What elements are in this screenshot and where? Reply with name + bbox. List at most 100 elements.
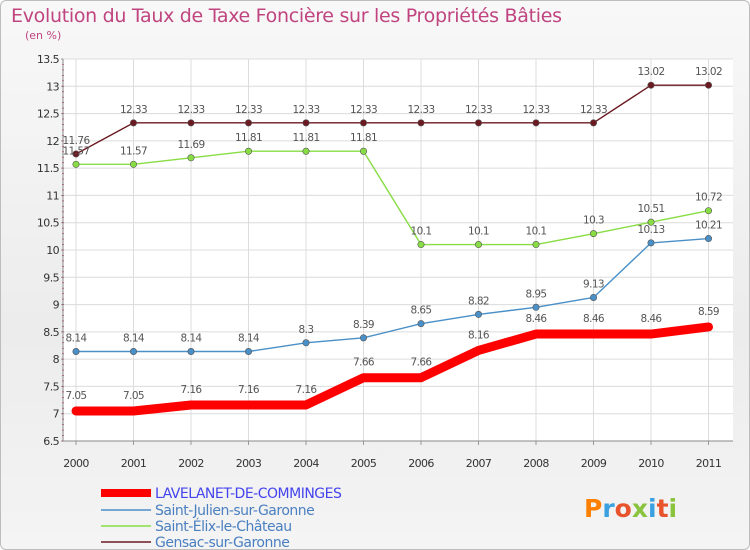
data-label: 12.33 — [465, 104, 492, 116]
data-label: 8.14 — [181, 333, 203, 345]
y-tick-label: 11 — [46, 189, 59, 202]
data-label: 8.65 — [411, 305, 432, 317]
data-point — [72, 160, 80, 168]
data-label: 12.33 — [177, 104, 204, 116]
y-tick-label: 13.5 — [37, 53, 60, 66]
data-label: 10.13 — [637, 224, 664, 236]
data-label: 11.57 — [120, 145, 147, 157]
legend-label: Gensac-sur-Garonne — [155, 535, 289, 549]
data-label: 8.82 — [468, 295, 489, 307]
data-label: 7.05 — [66, 390, 87, 402]
data-point — [187, 154, 195, 162]
proxiti-logo: Proxiti — [584, 494, 677, 523]
y-tick-label: 12.5 — [37, 108, 60, 121]
y-tick-label: 12 — [46, 135, 59, 148]
legend-label: Saint-Élix-le-Château — [155, 518, 292, 535]
data-label: 12.33 — [120, 104, 147, 116]
y-tick-label: 13 — [46, 80, 59, 93]
data-label: 11.81 — [292, 132, 319, 144]
y-tick-label: 8 — [53, 353, 60, 366]
data-point — [647, 218, 655, 226]
data-point — [532, 119, 540, 127]
data-point — [359, 119, 367, 127]
data-point — [130, 160, 138, 168]
y-tick-label: 7.5 — [43, 380, 59, 393]
data-point — [245, 147, 253, 155]
x-tick-label: 2011 — [696, 457, 722, 470]
y-tick-label: 6.5 — [43, 435, 59, 448]
data-label: 12.33 — [407, 104, 434, 116]
data-label: 11.81 — [235, 132, 262, 144]
data-label: 11.76 — [62, 135, 90, 147]
series-line-3 — [75, 84, 710, 155]
data-label: 8.16 — [468, 329, 490, 341]
data-point — [359, 147, 367, 155]
data-label: 13.02 — [637, 66, 664, 78]
data-label: 8.14 — [238, 333, 260, 345]
data-point — [704, 207, 712, 215]
data-label: 10.51 — [637, 203, 664, 215]
x-tick-label: 2001 — [121, 457, 147, 470]
data-label: 8.14 — [123, 333, 145, 345]
x-tick-label: 2000 — [63, 457, 89, 470]
data-point — [417, 320, 425, 328]
x-tick-label: 2009 — [581, 457, 607, 470]
data-point — [72, 348, 80, 356]
series-line-1 — [75, 237, 710, 353]
y-tick-label: 7 — [53, 408, 60, 421]
data-point — [359, 334, 367, 342]
data-label: 13.02 — [695, 66, 722, 78]
data-label: 8.39 — [353, 319, 374, 331]
data-point — [245, 348, 253, 356]
y-tick-label: 9 — [53, 299, 60, 312]
data-point — [647, 81, 655, 89]
x-tick-label: 2003 — [236, 457, 262, 470]
legend-label: Saint-Julien-sur-Garonne — [155, 503, 314, 519]
data-label: 7.66 — [353, 357, 375, 369]
data-label: 7.16 — [296, 384, 318, 396]
data-label: 8.46 — [641, 313, 663, 325]
data-point — [474, 310, 482, 318]
data-point — [130, 348, 138, 356]
data-label: 12.33 — [350, 104, 377, 116]
y-axis-unit: (en %) — [25, 29, 62, 42]
data-point — [532, 303, 540, 311]
data-label: 9.13 — [583, 278, 604, 290]
data-point — [302, 119, 310, 127]
data-label: 7.66 — [411, 357, 433, 369]
data-label: 12.33 — [580, 104, 607, 116]
data-point — [474, 241, 482, 249]
data-label: 10.1 — [526, 226, 547, 238]
data-label: 8.14 — [66, 333, 88, 345]
data-label: 7.16 — [181, 384, 203, 396]
data-point — [589, 293, 597, 301]
data-point — [474, 119, 482, 127]
data-label: 10.1 — [468, 226, 489, 238]
data-label: 11.57 — [62, 145, 89, 157]
x-tick-label: 2007 — [466, 457, 492, 470]
data-point — [72, 150, 80, 158]
y-tick-label: 10.5 — [37, 217, 60, 230]
series-line-0 — [71, 322, 713, 416]
x-tick-label: 2008 — [523, 457, 549, 470]
data-label: 12.33 — [235, 104, 262, 116]
data-label: 11.69 — [177, 139, 204, 151]
data-label: 10.21 — [695, 220, 722, 232]
data-label: 8.46 — [583, 313, 605, 325]
data-point — [245, 119, 253, 127]
data-point — [130, 119, 138, 127]
x-tick-label: 2004 — [293, 457, 319, 470]
data-point — [647, 239, 655, 247]
data-point — [704, 235, 712, 243]
data-point — [532, 241, 540, 249]
y-tick-label: 8.5 — [43, 326, 59, 339]
data-label: 7.16 — [238, 384, 260, 396]
x-tick-label: 2002 — [178, 457, 204, 470]
data-label: 11.81 — [350, 132, 377, 144]
data-label: 10.3 — [583, 215, 604, 227]
data-label: 8.95 — [526, 288, 547, 300]
data-point — [417, 241, 425, 249]
data-label: 10.1 — [411, 226, 432, 238]
